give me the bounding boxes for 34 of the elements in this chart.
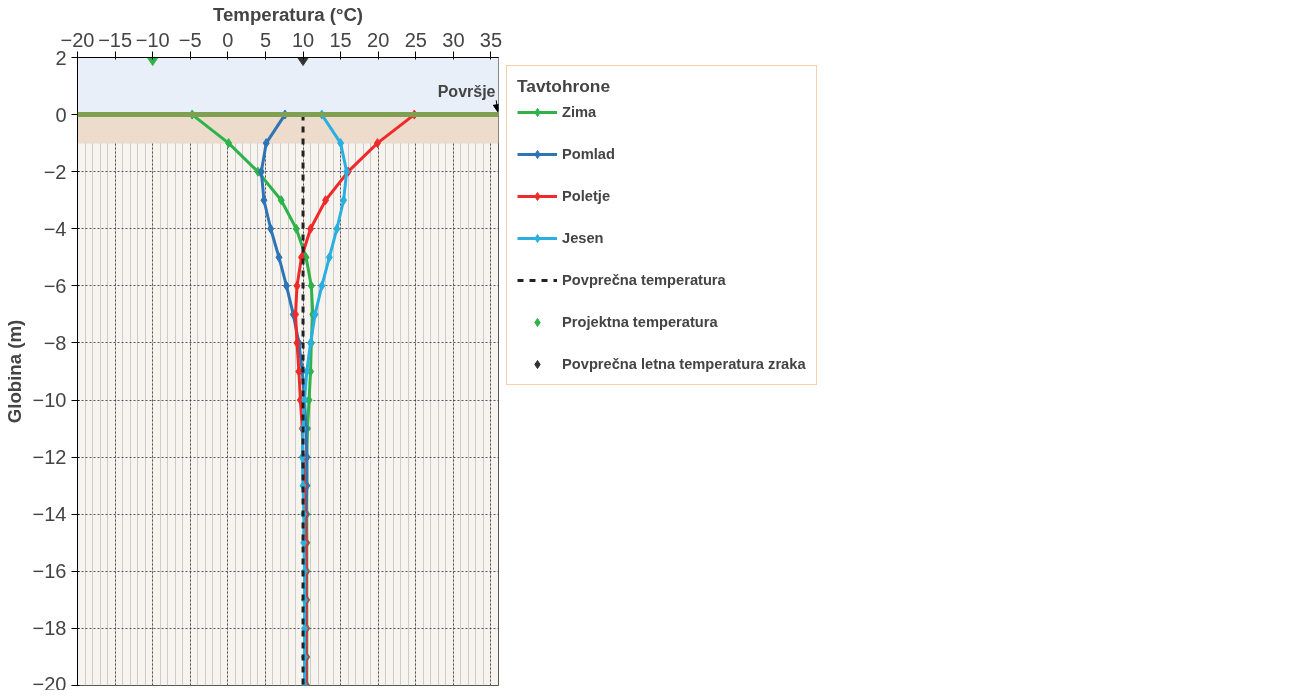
y-tick-label: 0	[55, 103, 67, 126]
x-tick-label: 5	[259, 28, 272, 51]
x-tick-label: −10	[135, 28, 170, 51]
legend-label: Povprečna temperatura	[562, 272, 726, 288]
legend-label: Pomlad	[562, 146, 615, 162]
y-axis-title: Globina (m)	[3, 319, 25, 424]
y-tick-label: −4	[43, 217, 67, 240]
y-tick-label: −20	[32, 672, 67, 695]
y-tick-label: −2	[43, 160, 67, 183]
y-tick-label: −18	[32, 617, 67, 640]
x-tick-label: −15	[98, 28, 133, 51]
x-axis-title: Temperatura (°C)	[212, 3, 364, 25]
legend-label: Projektna temperatura	[562, 314, 718, 330]
y-tick-label: −16	[32, 560, 67, 583]
x-tick-label: 20	[367, 28, 390, 51]
x-tick-label: 15	[329, 28, 352, 51]
legend-title: Tavtohrone	[517, 76, 612, 97]
x-tick-label: −5	[178, 28, 202, 51]
y-tick-label: −6	[43, 274, 67, 297]
y-tick-label: 2	[55, 46, 67, 69]
x-tick-label: 25	[404, 28, 427, 51]
x-tick-label: 10	[291, 28, 315, 51]
legend-label: Jesen	[562, 230, 604, 246]
x-tick-label: 0	[222, 28, 234, 51]
y-tick-label: −12	[32, 446, 67, 469]
legend-label: Povprečna letna temperatura zraka	[562, 356, 806, 372]
y-tick-label: −10	[32, 389, 67, 412]
x-tick-label: 35	[479, 28, 503, 51]
y-tick-label: −8	[43, 331, 67, 354]
y-tick-label: −14	[32, 503, 67, 526]
legend-label: Poletje	[562, 188, 611, 204]
legend-label: Zima	[562, 104, 597, 120]
x-tick-label: 30	[442, 28, 465, 51]
ref-line-label: Površje	[437, 83, 496, 101]
